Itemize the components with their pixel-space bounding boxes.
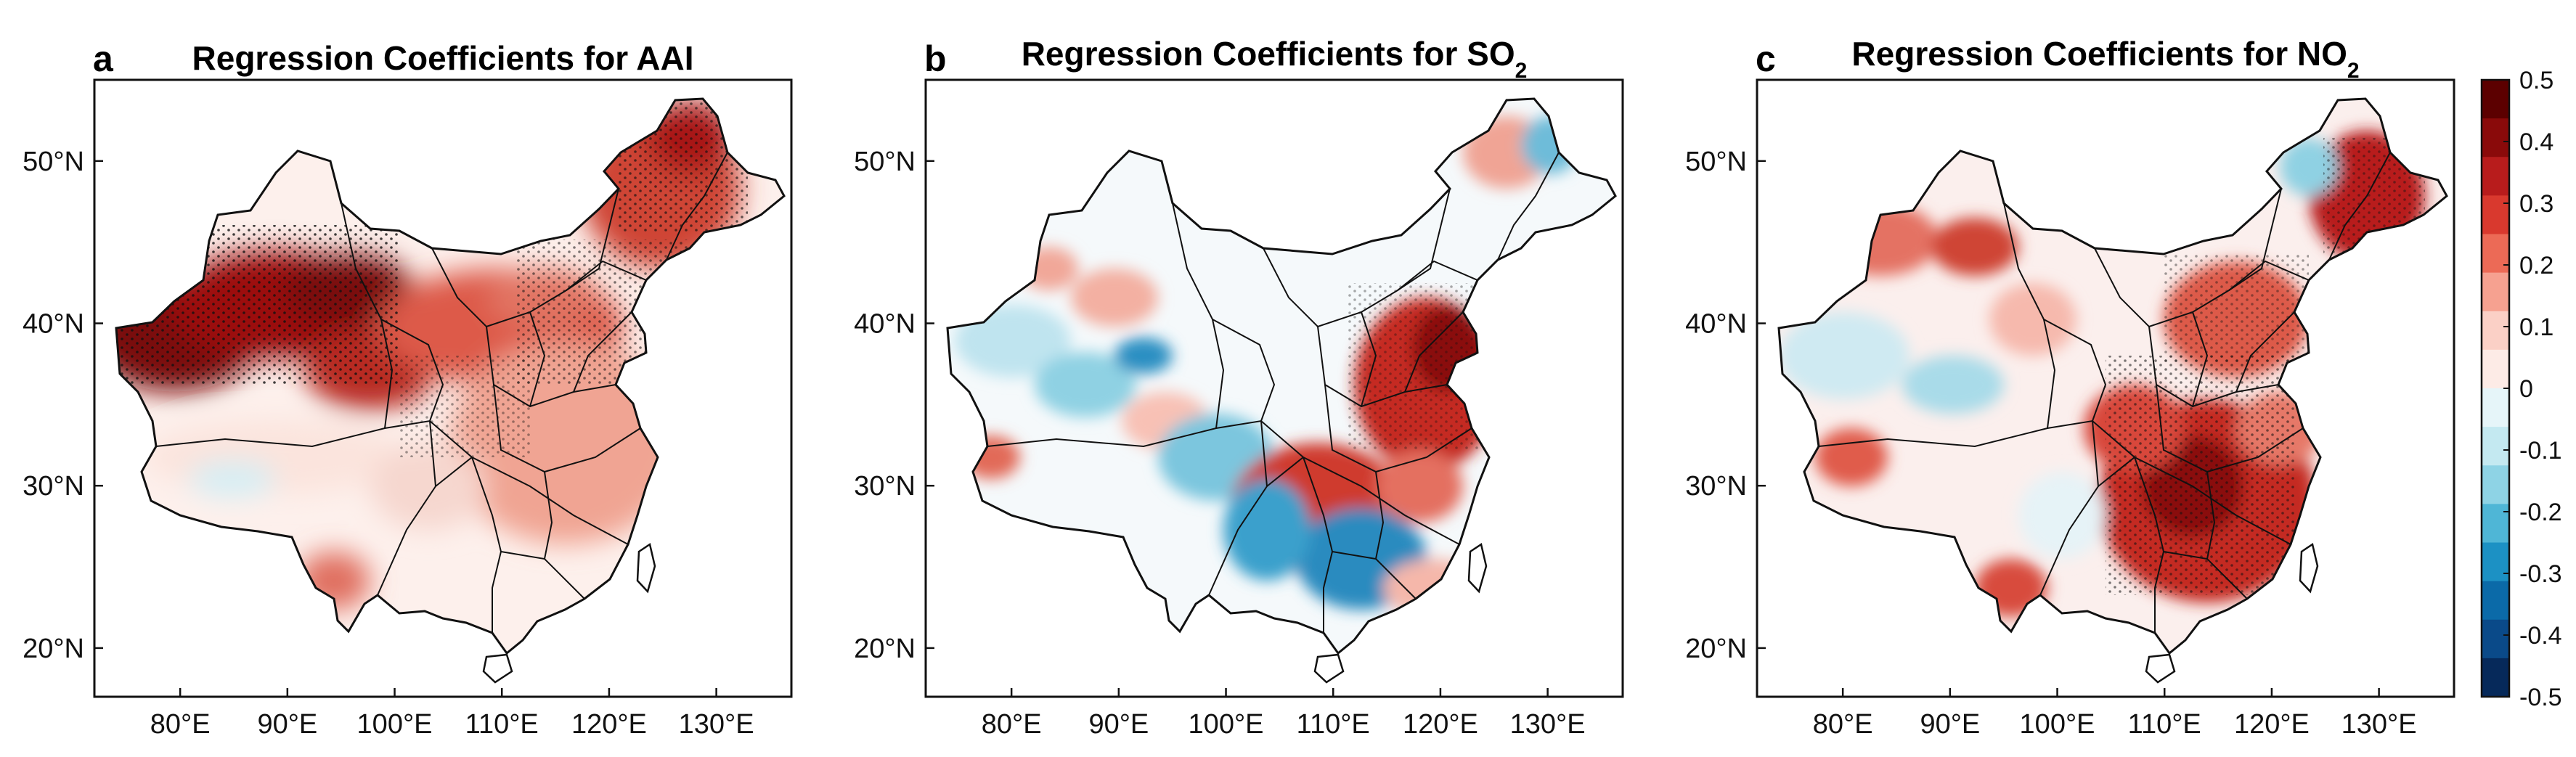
colorbar-segment — [2482, 427, 2509, 466]
panel-b-frame — [924, 78, 1624, 698]
panel-a-xtick-label: 130°E — [679, 709, 754, 740]
colorbar-segment — [2482, 157, 2509, 196]
colorbar-segment — [2482, 234, 2509, 274]
panel-a-xtick-label: 90°E — [257, 709, 317, 740]
panel-a-ytick-label: 50°N — [23, 147, 84, 177]
panel-c-ytick-label: 30°N — [1685, 471, 1747, 502]
colorbar-segment — [2482, 272, 2509, 312]
colorbar-segment — [2482, 504, 2509, 543]
panel-c: c Regression Coefficients for NO2 — [1756, 35, 2448, 684]
colorbar-label: -0.3 — [2519, 560, 2562, 588]
panel-c-xtick-label: 120°E — [2234, 709, 2310, 740]
panel-a: a Regression Coefficients for AAI — [93, 38, 786, 684]
colorbar-segment — [2482, 118, 2509, 157]
panel-c-letter: c — [1756, 38, 1776, 79]
panel-b-xtick-label: 80°E — [982, 709, 1042, 740]
panel-c-ytick-label: 40°N — [1685, 309, 1747, 340]
colorbar-label: 0 — [2519, 375, 2533, 403]
colorbar-label: -0.5 — [2519, 684, 2562, 711]
colorbar-segment — [2482, 581, 2509, 621]
axes-layer: 80°E 90°E 100°E 110°E 120°E 130°E 50°N 40°N 30°N… — [23, 78, 2455, 740]
panel-b-ytick-label: 40°N — [854, 309, 916, 340]
panel-a-title: Regression Coefficients for AAI — [192, 39, 694, 77]
panel-c-xtick-label: 100°E — [2020, 709, 2095, 740]
panel-b-ytick-label: 50°N — [854, 147, 916, 177]
colorbar-label: -0.2 — [2519, 499, 2562, 526]
colorbar: 0.5 0.4 0.3 0.2 0.1 0 -0.1 -0.2 -0.3 -0.4 -0.5 — [2480, 67, 2562, 711]
colorbar-label: -0.4 — [2519, 622, 2562, 650]
panel-b-title-sub: 2 — [1515, 59, 1528, 83]
panel-b-field — [947, 99, 1615, 653]
panel-c-xtick-label: 80°E — [1813, 709, 1873, 740]
colorbar-label: -0.1 — [2519, 437, 2562, 465]
colorbar-label: 0.1 — [2519, 314, 2553, 341]
colorbar-label: 0.3 — [2519, 190, 2553, 218]
panel-b-ytick-label: 30°N — [854, 471, 916, 502]
colorbar-segment — [2482, 619, 2509, 659]
colorbar-segment — [2482, 195, 2509, 234]
colorbar-segment — [2482, 349, 2509, 389]
colorbar-segment — [2482, 80, 2509, 119]
panel-c-ytick-label: 20°N — [1685, 634, 1747, 664]
panel-b: b Regression Coefficients for SO2 — [924, 35, 1617, 684]
panel-a-xtick-label: 120°E — [571, 709, 647, 740]
panel-b-xtick-label: 110°E — [1297, 709, 1370, 740]
panel-a-ytick-label: 40°N — [23, 309, 84, 340]
colorbar-label: 0.4 — [2519, 128, 2553, 156]
panel-c-field — [1779, 99, 2447, 653]
colorbar-segment — [2482, 311, 2509, 351]
panel-a-title-main: Regression Coefficients for AAI — [192, 39, 694, 77]
panel-a-ytick-label: 30°N — [23, 471, 84, 502]
panel-b-map — [946, 97, 1617, 684]
panel-a-map — [115, 97, 786, 684]
colorbar-segment — [2482, 465, 2509, 504]
panel-a-frame — [93, 78, 793, 698]
panel-c-ytick-label: 50°N — [1685, 147, 1747, 177]
panel-b-xtick-label: 90°E — [1088, 709, 1149, 740]
panel-b-xtick-label: 130°E — [1510, 709, 1586, 740]
panel-b-letter: b — [924, 38, 947, 79]
panel-c-xtick-label: 90°E — [1920, 709, 1980, 740]
panel-a-xtick-label: 100°E — [357, 709, 433, 740]
panel-b-xtick-label: 100°E — [1189, 709, 1264, 740]
panel-a-xtick-label: 110°E — [465, 709, 539, 740]
panel-a-field — [116, 99, 784, 653]
panel-a-ytick-label: 20°N — [23, 634, 84, 664]
panel-c-frame — [1756, 78, 2455, 698]
panel-b-ytick-label: 20°N — [854, 634, 916, 664]
panel-c-title-main: Regression Coefficients for NO — [1851, 35, 2347, 73]
panel-a-letter: a — [93, 38, 114, 79]
panel-b-title-main: Regression Coefficients for SO — [1022, 35, 1515, 73]
panel-a-xtick-label: 80°E — [150, 709, 211, 740]
colorbar-segment — [2482, 542, 2509, 582]
panel-c-xtick-label: 130°E — [2341, 709, 2417, 740]
panel-c-title-sub: 2 — [2347, 59, 2360, 83]
panel-c-map — [1777, 97, 2448, 684]
panel-b-xtick-label: 120°E — [1403, 709, 1478, 740]
panel-b-title: Regression Coefficients for SO2 — [1022, 35, 1528, 83]
colorbar-label: 0.2 — [2519, 252, 2553, 279]
panel-c-xtick-label: 110°E — [2128, 709, 2201, 740]
colorbar-label: 0.5 — [2519, 67, 2553, 94]
colorbar-segment — [2482, 388, 2509, 427]
colorbar-segment — [2482, 658, 2509, 697]
panel-c-title: Regression Coefficients for NO2 — [1851, 35, 2359, 83]
